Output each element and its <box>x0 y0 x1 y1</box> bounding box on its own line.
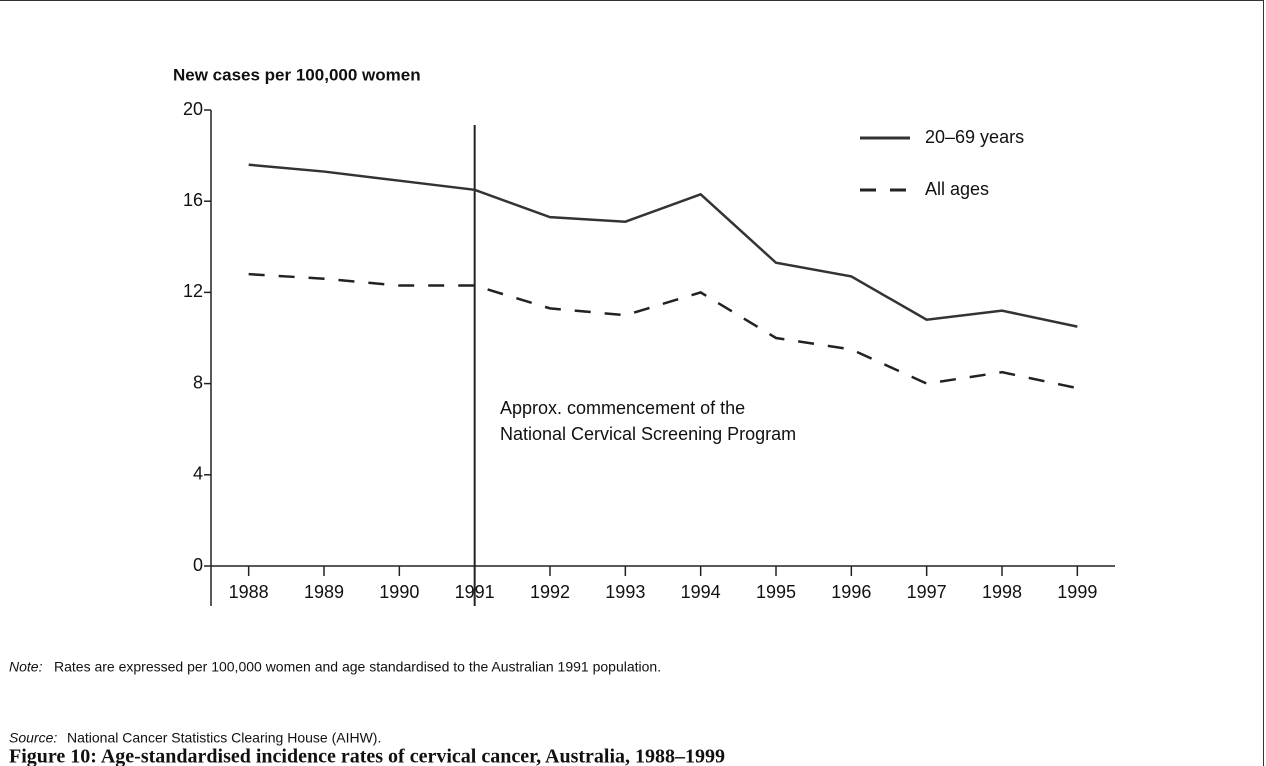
legend-label: 20–69 years <box>925 127 1024 147</box>
y-tick-label: 4 <box>193 464 203 484</box>
series-line <box>248 163 1078 328</box>
source: National Cancer Statistics Clearing Hous… <box>67 730 381 746</box>
y-axis-title: New cases per 100,000 women <box>173 65 421 84</box>
annotation: Approx. commencement of the <box>500 398 745 418</box>
x-tick-label: 1994 <box>681 582 721 602</box>
x-tick-label: 1998 <box>982 582 1022 602</box>
y-tick-label: 12 <box>183 281 203 301</box>
x-tick-label: 1992 <box>530 582 570 602</box>
x-tick-label: 1999 <box>1057 582 1097 602</box>
x-tick-label: 1988 <box>229 582 269 602</box>
y-tick-label: 16 <box>183 190 203 210</box>
y-tick-label: 0 <box>193 555 203 575</box>
note-label: Note: <box>9 659 43 675</box>
note: Rates are expressed per 100,000 women an… <box>54 659 661 675</box>
annotation: National Cervical Screening Program <box>500 424 796 444</box>
source-label: Source: <box>9 730 57 746</box>
series-line <box>248 272 1078 390</box>
y-tick-label: 20 <box>183 99 203 119</box>
y-tick-label: 8 <box>193 372 203 392</box>
x-tick-label: 1996 <box>831 582 871 602</box>
x-tick-label: 1989 <box>304 582 344 602</box>
legend-label: All ages <box>925 179 989 199</box>
x-tick-label: 1993 <box>605 582 645 602</box>
x-tick-label: 1997 <box>907 582 947 602</box>
figure-caption: Figure 10: Age-standardised incidence ra… <box>9 746 725 766</box>
x-tick-label: 1995 <box>756 582 796 602</box>
x-tick-label: 1990 <box>379 582 419 602</box>
